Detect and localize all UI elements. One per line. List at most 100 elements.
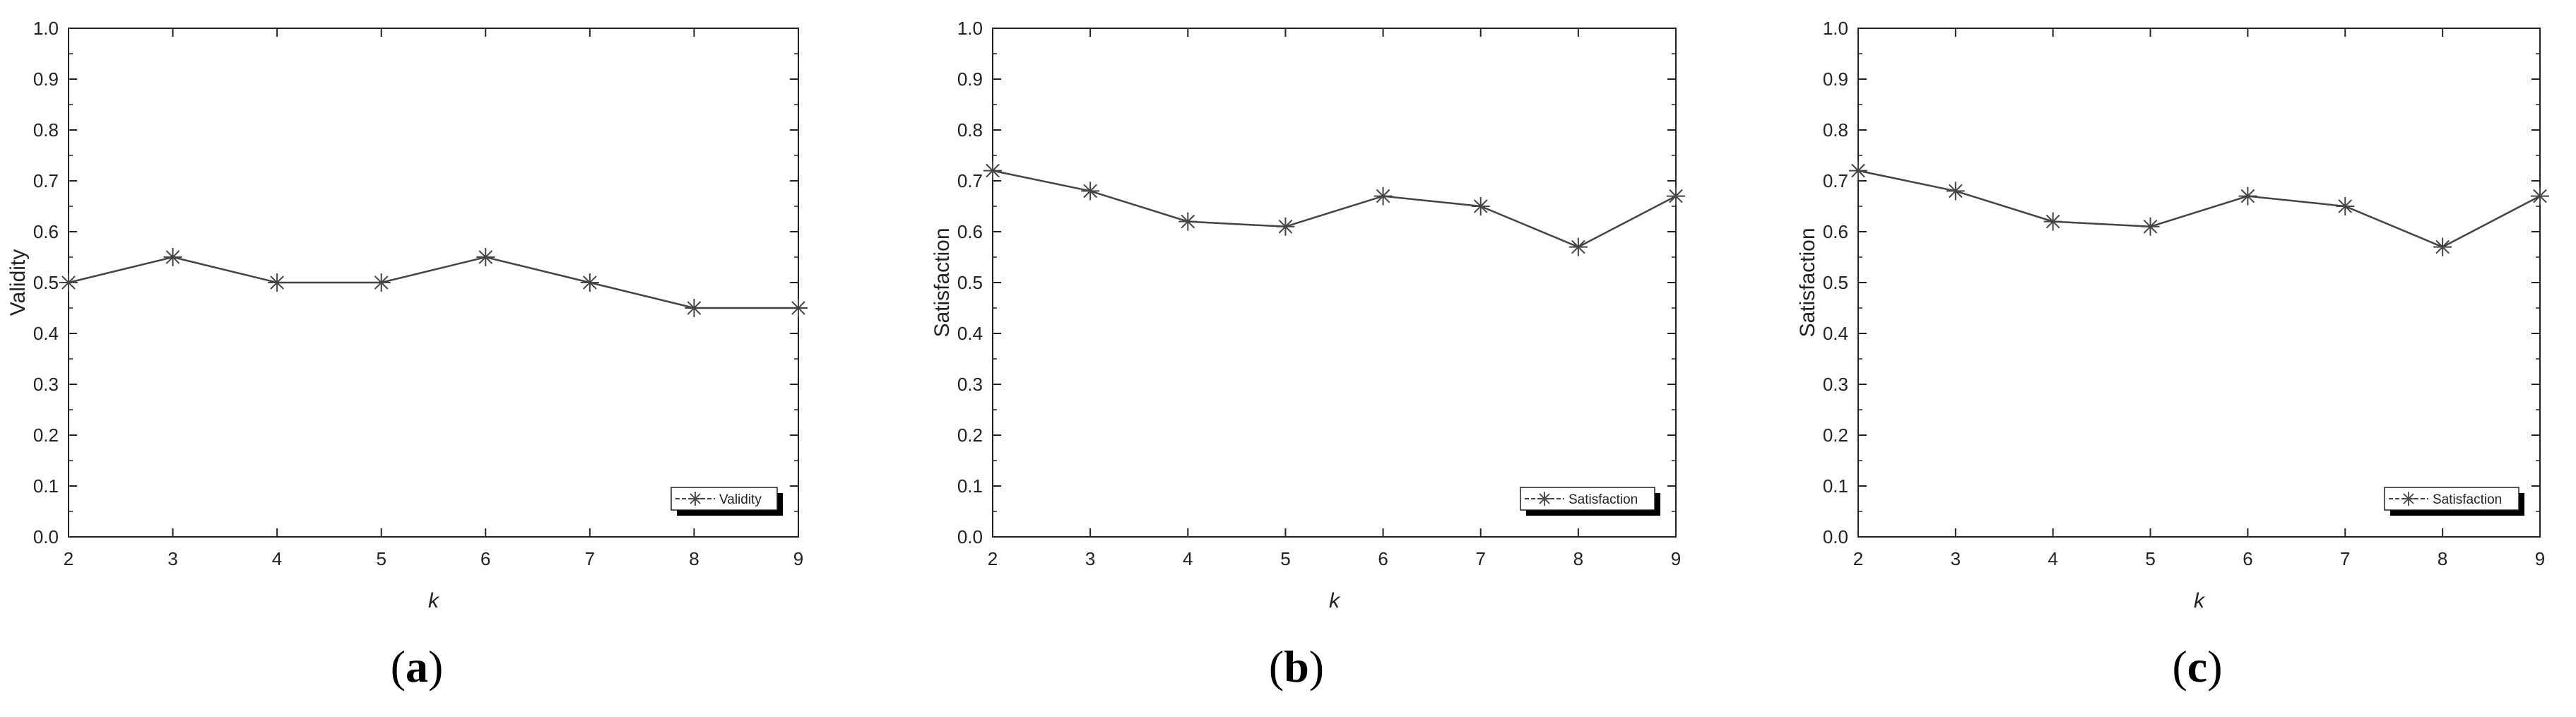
marker-stroke: [270, 275, 284, 290]
x-tick-label: 4: [2048, 548, 2057, 569]
legend-marker-stroke: [2403, 493, 2414, 504]
data-point-marker: [476, 248, 495, 266]
x-tick-label: 3: [1085, 548, 1095, 569]
legend: Satisfaction: [2384, 487, 2524, 516]
y-tick-label: 0.3: [33, 374, 59, 395]
y-tick-label: 0.5: [957, 272, 983, 293]
y-tick-label: 1.0: [1823, 18, 1848, 39]
x-tick-label: 8: [1573, 548, 1583, 569]
caption-letter: b: [1284, 641, 1309, 692]
data-point-marker: [983, 161, 1002, 180]
data-point-marker: [2043, 212, 2062, 231]
chart-panel-c: 0.0 0.1 0.2 0.3 0.4 0.5 0.6 0.7 0.8 0.9 1.0 2 3 4 5 6 7 8…: [1796, 18, 2549, 692]
data-point-marker: [2531, 186, 2549, 206]
marker-stroke: [1376, 189, 1390, 203]
marker-stroke: [2435, 239, 2450, 254]
x-tick-label: 4: [1183, 548, 1193, 569]
x-tick-label: 3: [1951, 548, 1961, 569]
legend-label: Validity: [719, 492, 762, 507]
data-point-marker: [1667, 186, 1685, 206]
y-tick-label: 0.3: [1823, 374, 1848, 395]
marker-stroke: [1083, 184, 1097, 198]
chart-panel-a: 0.0 0.1 0.2 0.3 0.4 0.5 0.6 0.7 0.8 0.9 1.0 2 3 4 5 6 7 8…: [6, 18, 808, 692]
legend-marker-stroke: [1539, 493, 1550, 504]
data-point-marker: [1946, 182, 1965, 201]
data-point-marker: [685, 299, 704, 317]
data-point-marker: [580, 273, 599, 292]
y-tick-label: 1.0: [957, 18, 983, 39]
marker-stroke: [2143, 219, 2158, 234]
legend-marker: [2401, 492, 2416, 506]
data-point-marker: [2336, 197, 2355, 215]
data-point-marker: [268, 273, 287, 292]
y-axis-title: Satisfaction: [930, 227, 954, 337]
y-tick-label: 0.0: [33, 526, 59, 547]
marker-stroke: [986, 163, 1000, 178]
data-point-marker: [1081, 182, 1100, 201]
marker-stroke: [687, 301, 702, 315]
marker-stroke: [374, 275, 389, 290]
y-tick-label: 0.4: [33, 323, 59, 344]
caption-paren-open: (: [2172, 641, 2187, 692]
legend-label: Satisfaction: [2433, 492, 2502, 507]
marker-stroke: [1473, 199, 1488, 213]
y-tick-label: 0.3: [957, 374, 983, 395]
y-tick-label: 0.0: [1823, 526, 1848, 547]
x-tick-label: 3: [167, 548, 177, 569]
marker-stroke: [1851, 163, 1865, 178]
marker-stroke: [1669, 189, 1683, 203]
x-tick-label: 5: [2145, 548, 2155, 569]
data-point-marker: [1849, 161, 1867, 180]
caption-letter: a: [406, 641, 428, 692]
y-tick-label: 0.6: [957, 221, 983, 242]
marker-stroke: [61, 275, 76, 290]
data-point-marker: [1568, 237, 1588, 256]
marker-stroke: [2045, 214, 2060, 229]
x-tick-label: 2: [988, 548, 998, 569]
y-tick-label: 0.9: [957, 69, 983, 90]
panel-caption: (c): [2172, 641, 2222, 692]
x-tick-label: 8: [689, 548, 699, 569]
x-tick-label: 5: [1280, 548, 1290, 569]
marker-stroke: [791, 301, 805, 315]
x-tick-label: 7: [585, 548, 595, 569]
x-tick-label: 9: [793, 548, 803, 569]
series-line: [992, 170, 1677, 248]
y-tick-label: 0.8: [1823, 119, 1848, 141]
data-point-marker: [1373, 186, 1393, 206]
legend: Validity: [670, 487, 783, 516]
panel-caption: (a): [391, 641, 444, 692]
x-tick-label: 6: [2243, 548, 2252, 569]
x-tick-label: 6: [1378, 548, 1388, 569]
series-line: [1857, 170, 2541, 248]
x-tick-label: 5: [376, 548, 386, 569]
marker-stroke: [2338, 199, 2353, 213]
y-tick-label: 0.4: [1823, 323, 1848, 344]
legend-marker: [688, 492, 702, 506]
data-point-marker: [1178, 212, 1198, 231]
plot-frame: [1857, 28, 2541, 538]
x-axis-title: k: [2194, 589, 2206, 612]
y-axis-title: Satisfaction: [1796, 227, 1819, 337]
x-tick-label: 7: [2340, 548, 2350, 569]
y-tick-label: 0.1: [957, 475, 983, 497]
x-tick-label: 4: [272, 548, 282, 569]
marker-stroke: [2533, 189, 2547, 203]
y-tick-label: 0.9: [1823, 69, 1848, 90]
data-point-marker: [163, 248, 182, 266]
y-tick-label: 1.0: [33, 18, 59, 39]
marker-stroke: [583, 275, 597, 290]
marker-stroke: [1278, 219, 1293, 234]
caption-paren-close: ): [1309, 641, 1324, 692]
data-point-marker: [2433, 237, 2452, 256]
y-tick-label: 0.5: [33, 272, 59, 293]
y-tick-label: 0.8: [957, 119, 983, 141]
x-tick-label: 9: [2535, 548, 2545, 569]
x-tick-label: 2: [64, 548, 73, 569]
chart-panel-b: 0.0 0.1 0.2 0.3 0.4 0.5 0.6 0.7 0.8 0.9 1.0 2 3 4 5 6 7 8…: [930, 18, 1685, 692]
x-axis-title: k: [428, 589, 440, 612]
panel-caption: (b): [1269, 641, 1324, 692]
y-tick-label: 0.8: [33, 119, 59, 141]
